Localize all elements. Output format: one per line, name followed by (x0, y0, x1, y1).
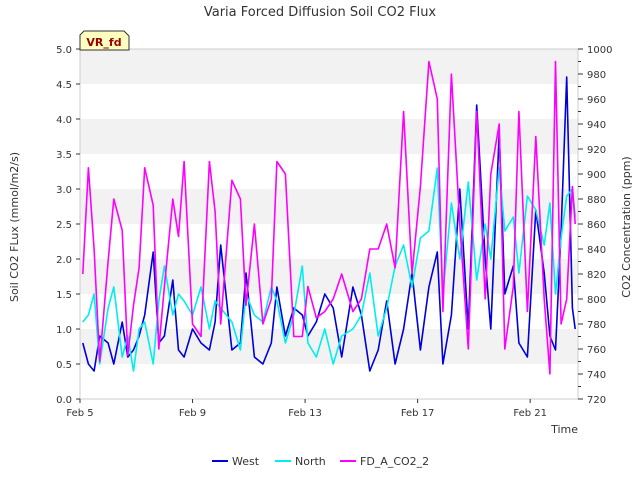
right-tick-label: 720 (587, 395, 606, 406)
badge-label: VR_fd (86, 36, 121, 49)
left-tick-label: 2.5 (56, 220, 72, 231)
right-tick-label: 840 (587, 245, 606, 256)
left-tick-label: 1.5 (56, 290, 72, 301)
right-tick-label: 920 (587, 145, 606, 156)
left-tick-label: 2.0 (56, 255, 72, 266)
grid-band (80, 119, 578, 154)
series-layer (82, 60, 576, 375)
right-tick-label: 980 (587, 70, 606, 81)
x-tick-label: Feb 21 (513, 408, 547, 419)
left-tick-label: 3.5 (56, 150, 72, 161)
chart-title: Varia Forced Diffusion Soil CO2 Flux (204, 5, 437, 20)
right-tick-label: 960 (587, 95, 606, 106)
series-line-fd-a-co2-2 (82, 60, 576, 375)
right-tick-label: 860 (587, 220, 606, 231)
left-tick-label: 0.0 (56, 395, 72, 406)
x-tick-label: Feb 5 (66, 408, 93, 419)
grid-band (80, 49, 578, 84)
series-line-west (82, 76, 576, 372)
x-axis-label: Time (550, 423, 578, 436)
badge-shape (79, 30, 130, 51)
x-tick-label: Feb 17 (401, 408, 435, 419)
left-tick-label: 3.0 (56, 185, 72, 196)
right-tick-label: 760 (587, 345, 606, 356)
x-tick-label: Feb 13 (288, 408, 322, 419)
left-tick-label: 5.0 (56, 45, 72, 56)
left-tick-label: 1.0 (56, 325, 72, 336)
left-tick-label: 4.0 (56, 115, 72, 126)
left-tick-label: 4.5 (56, 80, 72, 91)
legend-label: North (295, 455, 326, 468)
right-tick-label: 800 (587, 295, 606, 306)
right-tick-label: 780 (587, 320, 606, 331)
x-axis: Feb 5 Feb 9 Feb 13 Feb 17 Feb 21 (66, 399, 547, 419)
x-tick-label: Feb 9 (179, 408, 206, 419)
left-tick-label: 0.5 (56, 360, 72, 371)
left-axis: 0.0 0.5 1.0 1.5 2.0 2.5 3.0 3.5 4.0 4.5 5.0 (56, 45, 80, 406)
right-tick-label: 880 (587, 195, 606, 206)
right-tick-label: 820 (587, 270, 606, 281)
legend-label: FD_A_CO2_2 (360, 455, 429, 468)
legend: West North FD_A_CO2_2 (212, 455, 429, 468)
y-axis-label-right: CO2 Concentration (ppm) (620, 156, 633, 297)
y-axis-label-left: Soil CO2 FLux (mmol/m2/s) (8, 152, 21, 302)
right-axis: 720 740 760 780 800 820 840 860 880 900 920 940 960 9… (578, 45, 612, 406)
right-tick-label: 740 (587, 370, 606, 381)
right-tick-label: 1000 (587, 45, 612, 56)
right-tick-label: 900 (587, 170, 606, 181)
right-tick-label: 940 (587, 120, 606, 131)
badge: VR_fd (79, 30, 130, 51)
series-line-north (82, 167, 576, 372)
legend-label: West (232, 455, 260, 468)
